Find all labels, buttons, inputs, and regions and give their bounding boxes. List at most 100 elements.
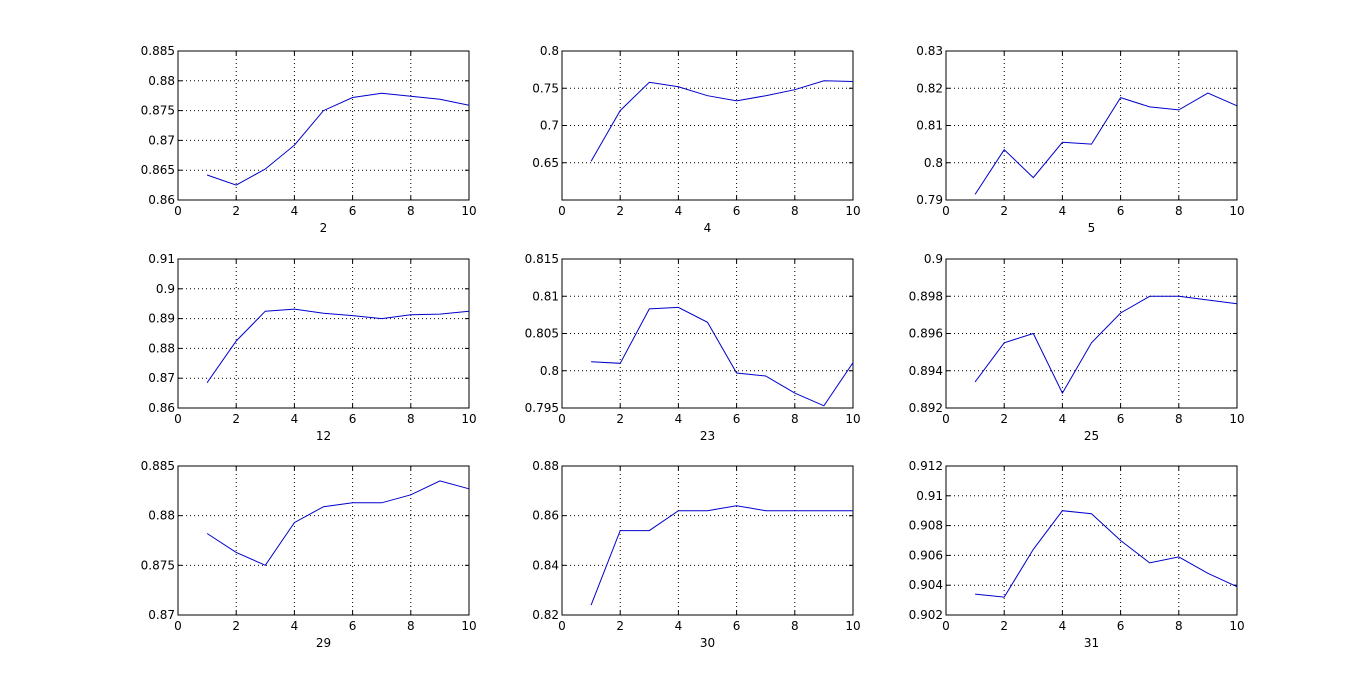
y-tick-label: 0.86 xyxy=(532,509,559,523)
y-tick-label: 0.88 xyxy=(148,74,175,88)
series-line xyxy=(591,306,854,407)
x-tick-label: 4 xyxy=(291,204,299,218)
y-tick-label: 0.906 xyxy=(909,548,943,562)
series-line xyxy=(974,295,1238,395)
y-tick-label: 0.91 xyxy=(916,489,943,503)
y-tick-label: 0.8 xyxy=(924,156,943,170)
plot-area xyxy=(178,466,469,615)
subplot-5: 0 2 4 6 8 10 0.79 0.8 0.81 0.82 0.83 5 xyxy=(916,44,1244,235)
y-tick-label: 0.81 xyxy=(532,289,559,303)
series-line xyxy=(974,92,1238,195)
plot-area xyxy=(946,466,1237,615)
y-tick-label: 0.81 xyxy=(916,119,943,133)
x-tick-label: 10 xyxy=(845,619,860,633)
y-tick-label: 0.87 xyxy=(148,371,175,385)
x-tick-label: 2 xyxy=(1000,412,1008,426)
x-tick-label: 6 xyxy=(1117,204,1125,218)
x-tick-label: 8 xyxy=(791,412,799,426)
axes-box xyxy=(945,50,1238,201)
x-axis-label: 5 xyxy=(1088,221,1096,235)
x-tick-label: 10 xyxy=(1229,412,1244,426)
plot-area xyxy=(178,259,469,408)
y-tick-label: 0.902 xyxy=(909,608,943,622)
x-tick-label: 0 xyxy=(174,412,182,426)
y-tick-label: 0.865 xyxy=(141,163,175,177)
x-tick-label: 4 xyxy=(1059,204,1067,218)
plot-area xyxy=(946,259,1237,408)
x-tick-label: 4 xyxy=(1059,412,1067,426)
x-tick-label: 2 xyxy=(1000,204,1008,218)
y-tick-label: 0.9 xyxy=(924,252,943,266)
series-line xyxy=(590,80,854,162)
x-tick-label: 2 xyxy=(1000,619,1008,633)
subplot-2: 0 2 4 6 8 10 0.86 0.865 0.87 0.875 0.88 0.885 2 xyxy=(141,44,477,235)
y-tick-label: 0.8 xyxy=(540,44,559,58)
y-tick-label: 0.88 xyxy=(532,459,559,473)
x-tick-label: 8 xyxy=(791,619,799,633)
x-axis-label: 4 xyxy=(704,221,712,235)
x-tick-label: 8 xyxy=(1175,204,1183,218)
y-tick-label: 0.88 xyxy=(148,509,175,523)
x-tick-label: 6 xyxy=(733,204,741,218)
x-tick-label: 6 xyxy=(1117,412,1125,426)
plot-area xyxy=(946,51,1237,200)
axes-box xyxy=(177,465,470,616)
y-tick-label: 0.8 xyxy=(540,364,559,378)
subplot-29: 0 2 4 6 8 10 0.87 0.875 0.88 0.885 29 xyxy=(141,459,477,650)
x-axis-label: 2 xyxy=(320,221,328,235)
x-tick-label: 0 xyxy=(942,204,950,218)
y-tick-label: 0.896 xyxy=(909,327,943,341)
subplot-30: 0 2 4 6 8 10 0.82 0.84 0.86 0.88 30 xyxy=(532,459,860,650)
y-tick-label: 0.795 xyxy=(525,401,559,415)
y-tick-label: 0.82 xyxy=(532,608,559,622)
x-axis-label: 12 xyxy=(316,429,331,443)
x-tick-label: 4 xyxy=(1059,619,1067,633)
y-tick-label: 0.875 xyxy=(141,104,175,118)
y-tick-label: 0.885 xyxy=(141,459,175,473)
y-tick-label: 0.86 xyxy=(148,401,175,415)
y-tick-label: 0.885 xyxy=(141,44,175,58)
x-tick-label: 10 xyxy=(461,619,476,633)
series-line xyxy=(975,510,1238,598)
x-tick-label: 0 xyxy=(558,204,566,218)
y-tick-label: 0.912 xyxy=(909,459,943,473)
x-tick-label: 8 xyxy=(407,619,415,633)
y-tick-label: 0.9 xyxy=(156,282,175,296)
x-axis-label: 31 xyxy=(1084,636,1099,650)
y-tick-label: 0.84 xyxy=(532,558,559,572)
axes-box xyxy=(561,258,854,409)
x-tick-label: 8 xyxy=(407,412,415,426)
x-tick-label: 10 xyxy=(845,412,860,426)
y-tick-label: 0.91 xyxy=(148,252,175,266)
x-tick-label: 4 xyxy=(291,412,299,426)
subplot-23: 0 2 4 6 8 10 0.795 0.8 0.805 0.81 0.815 23 xyxy=(525,252,861,443)
x-tick-label: 10 xyxy=(461,412,476,426)
x-tick-label: 8 xyxy=(791,204,799,218)
series-line xyxy=(206,92,470,186)
subplot-31: 0 2 4 6 8 10 0.902 0.904 0.906 0.908 0.91 0.912 31 xyxy=(909,459,1245,650)
x-tick-label: 0 xyxy=(174,619,182,633)
x-tick-label: 10 xyxy=(461,204,476,218)
y-tick-label: 0.87 xyxy=(148,133,175,147)
y-tick-label: 0.79 xyxy=(916,193,943,207)
x-tick-label: 8 xyxy=(1175,619,1183,633)
axes-box xyxy=(177,50,470,201)
y-tick-label: 0.875 xyxy=(141,558,175,572)
x-axis-label: 29 xyxy=(316,636,331,650)
x-tick-label: 0 xyxy=(942,619,950,633)
y-tick-label: 0.75 xyxy=(532,81,559,95)
series-line xyxy=(206,308,470,383)
x-tick-label: 6 xyxy=(349,204,357,218)
y-tick-label: 0.898 xyxy=(909,289,943,303)
y-tick-label: 0.89 xyxy=(148,312,175,326)
y-tick-label: 0.86 xyxy=(148,193,175,207)
x-tick-label: 0 xyxy=(558,619,566,633)
x-tick-label: 0 xyxy=(174,204,182,218)
y-tick-label: 0.892 xyxy=(909,401,943,415)
x-tick-label: 4 xyxy=(675,619,683,633)
y-tick-label: 0.65 xyxy=(532,156,559,170)
x-tick-label: 2 xyxy=(616,412,624,426)
y-tick-label: 0.87 xyxy=(148,608,175,622)
x-axis-label: 30 xyxy=(700,636,715,650)
